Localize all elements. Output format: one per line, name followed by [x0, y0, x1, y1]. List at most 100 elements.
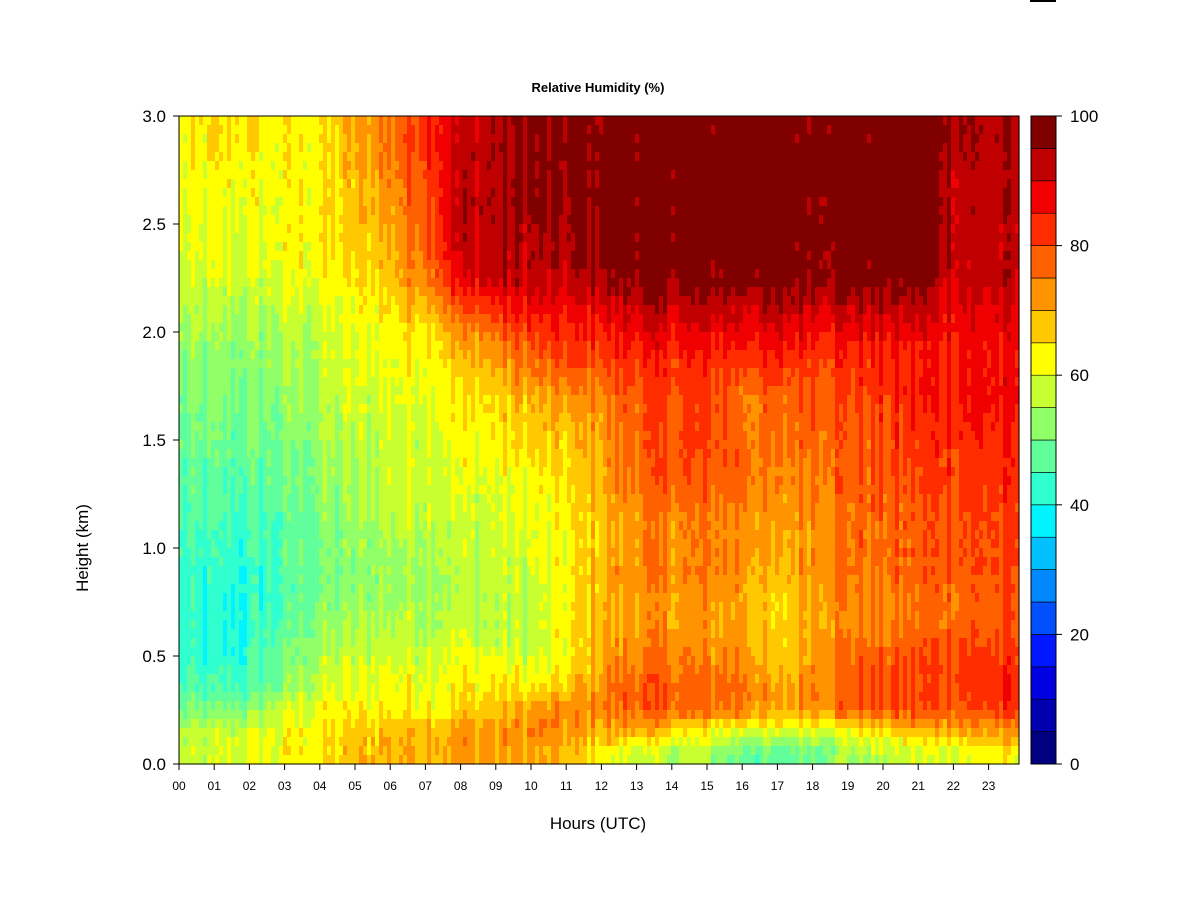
heatmap-cell	[891, 269, 896, 279]
heatmap-cell	[723, 125, 728, 135]
heatmap-cell	[563, 188, 568, 198]
heatmap-cell	[375, 224, 380, 234]
heatmap-cell	[659, 161, 664, 171]
heatmap-cell	[475, 125, 480, 135]
heatmap-cell	[555, 260, 560, 270]
heatmap-cell	[655, 305, 660, 315]
heatmap-cell	[479, 233, 484, 243]
heatmap-cell	[635, 224, 640, 234]
heatmap-cell	[211, 170, 216, 180]
heatmap-cell	[955, 116, 960, 126]
heatmap-cell	[247, 179, 252, 189]
heatmap-cell	[219, 170, 224, 180]
heatmap-cell	[199, 269, 204, 279]
heatmap-cell	[235, 152, 240, 162]
heatmap-cell	[291, 323, 296, 333]
heatmap-cell	[359, 242, 364, 252]
heatmap-cell	[191, 233, 196, 243]
heatmap-cell	[691, 296, 696, 306]
heatmap-cell	[411, 170, 416, 180]
heatmap-cell	[303, 116, 308, 126]
heatmap-cell	[447, 161, 452, 171]
heatmap-cell	[891, 242, 896, 252]
heatmap-cell	[507, 197, 512, 207]
heatmap-cell	[983, 233, 988, 243]
heatmap-cell	[707, 242, 712, 252]
heatmap-cell	[971, 296, 976, 306]
heatmap-cell	[651, 260, 656, 270]
heatmap-cell	[259, 233, 264, 243]
heatmap-cell	[431, 251, 436, 261]
heatmap-cell	[491, 251, 496, 261]
heatmap-cell	[407, 242, 412, 252]
heatmap-cell	[763, 206, 768, 216]
heatmap-cell	[539, 305, 544, 315]
heatmap-cell	[243, 125, 248, 135]
heatmap-cell	[367, 233, 372, 243]
heatmap-cell	[371, 278, 376, 288]
heatmap-cell	[583, 197, 588, 207]
heatmap-cell	[659, 134, 664, 144]
heatmap-cell	[619, 224, 624, 234]
heatmap-cell	[827, 179, 832, 189]
heatmap-cell	[511, 314, 516, 324]
heatmap-cell	[219, 242, 224, 252]
heatmap-cell	[383, 287, 388, 297]
heatmap-cell	[971, 305, 976, 315]
heatmap-cell	[879, 116, 884, 126]
heatmap-cell	[275, 305, 280, 315]
heatmap-cell	[227, 314, 232, 324]
heatmap-cell	[439, 125, 444, 135]
heatmap-cell	[707, 143, 712, 153]
heatmap-cell	[279, 242, 284, 252]
heatmap-cell	[691, 215, 696, 225]
heatmap-cell	[695, 215, 700, 225]
heatmap-cell	[743, 206, 748, 216]
heatmap-cell	[335, 233, 340, 243]
heatmap-cell	[891, 260, 896, 270]
heatmap-cell	[839, 134, 844, 144]
heatmap-cell	[967, 314, 972, 324]
heatmap-cell	[1015, 296, 1020, 306]
heatmap-cell	[715, 323, 720, 333]
heatmap-cell	[775, 152, 780, 162]
heatmap-cell	[479, 161, 484, 171]
heatmap-cell	[927, 206, 932, 216]
heatmap-cell	[391, 224, 396, 234]
heatmap-cell	[895, 242, 900, 252]
heatmap-cell	[335, 314, 340, 324]
heatmap-cell	[647, 116, 652, 126]
heatmap-cell	[435, 215, 440, 225]
heatmap-cell	[575, 251, 580, 261]
heatmap-cell	[939, 215, 944, 225]
heatmap-cell	[891, 134, 896, 144]
heatmap-cell	[895, 152, 900, 162]
heatmap-cell	[243, 287, 248, 297]
heatmap-cell	[583, 188, 588, 198]
heatmap-cell	[547, 233, 552, 243]
heatmap-cell	[775, 296, 780, 306]
heatmap-cell	[195, 314, 200, 324]
heatmap-cell	[295, 323, 300, 333]
heatmap-cell	[819, 170, 824, 180]
heatmap-cell	[271, 314, 276, 324]
heatmap-cell	[611, 206, 616, 216]
heatmap-cell	[487, 152, 492, 162]
heatmap-cell	[219, 179, 224, 189]
heatmap-cell	[543, 269, 548, 279]
heatmap-cell	[435, 233, 440, 243]
heatmap-cell	[831, 224, 836, 234]
heatmap-cell	[203, 305, 208, 315]
heatmap-cell	[247, 143, 252, 153]
heatmap-cell	[983, 251, 988, 261]
heatmap-cell	[887, 143, 892, 153]
heatmap-cell	[927, 197, 932, 207]
heatmap-cell	[871, 125, 876, 135]
heatmap-cell	[791, 206, 796, 216]
heatmap-cell	[259, 242, 264, 252]
heatmap-cell	[219, 188, 224, 198]
heatmap-cell	[1007, 260, 1012, 270]
heatmap-cell	[671, 296, 676, 306]
heatmap-cell	[327, 242, 332, 252]
heatmap-cell	[979, 125, 984, 135]
